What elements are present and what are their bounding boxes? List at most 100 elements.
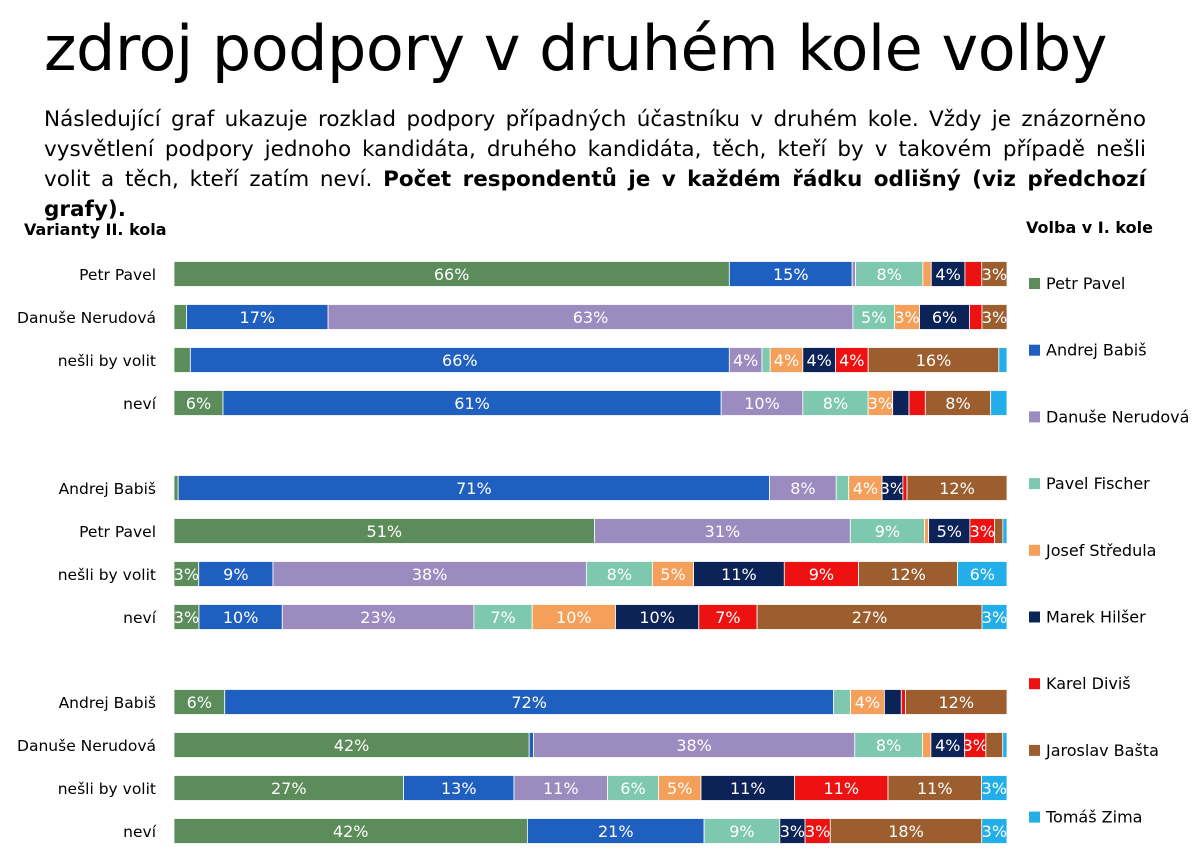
- bar-segment: [829, 818, 983, 844]
- bar-segment: [528, 732, 534, 758]
- row-label: Andrej Babiš: [59, 694, 156, 712]
- data-label: 12%: [890, 565, 926, 584]
- data-label: 15%: [773, 265, 809, 284]
- data-label: 3%: [970, 522, 995, 541]
- bar-segment: [998, 347, 1008, 373]
- bar-segment: [883, 689, 902, 715]
- data-label: 3%: [894, 308, 919, 327]
- row-label: nešli by volit: [58, 352, 156, 370]
- data-label: 3%: [982, 779, 1007, 798]
- data-label: 10%: [744, 394, 780, 413]
- data-label: 38%: [412, 565, 448, 584]
- bar-segment: [922, 261, 932, 287]
- bar-segment: [905, 689, 1008, 715]
- data-label: 12%: [939, 479, 975, 498]
- bar-segment: [327, 304, 854, 330]
- data-label: 11%: [823, 779, 859, 798]
- legend-label: Pavel Fischer: [1046, 474, 1150, 493]
- bar-segment: [922, 732, 932, 758]
- bar-segment: [964, 261, 983, 287]
- row-label: Petr Pavel: [79, 523, 156, 541]
- bar-segment: [957, 561, 1008, 587]
- bar-segment: [852, 304, 895, 330]
- data-label: 3%: [880, 479, 905, 498]
- bar-segment: [900, 689, 906, 715]
- data-label: 8%: [607, 565, 632, 584]
- bar-segment: [783, 561, 859, 587]
- subtitle-bold-text: Počet respondentů je v každém řádku odli…: [44, 167, 1146, 222]
- data-label: 5%: [660, 565, 685, 584]
- bar-segment: [833, 689, 851, 715]
- bar-segment: [930, 261, 966, 287]
- row-label: Danuše Nerudová: [17, 309, 156, 327]
- legend-label: Jaroslav Bašta: [1045, 741, 1159, 760]
- legend-swatch: [1029, 678, 1040, 690]
- row-label: Petr Pavel: [79, 266, 156, 284]
- bar-segment: [173, 261, 730, 287]
- data-label: 4%: [839, 351, 864, 370]
- bar-segment: [908, 390, 926, 416]
- row-label: nešli by volit: [58, 780, 156, 798]
- y-axis-title: Varianty II. kola: [24, 220, 167, 239]
- data-label: 11%: [917, 779, 953, 798]
- legend-swatch: [1029, 611, 1040, 623]
- bar-segment: [761, 347, 771, 373]
- bar-segment: [173, 475, 179, 501]
- bar-segment: [994, 518, 1004, 544]
- data-label: 5%: [861, 308, 886, 327]
- legend-swatch: [1029, 478, 1040, 490]
- data-label: 9%: [809, 565, 834, 584]
- data-label: 3%: [868, 394, 893, 413]
- bar-segment: [985, 732, 1004, 758]
- legend-swatch: [1029, 344, 1040, 356]
- data-label: 31%: [705, 522, 741, 541]
- bar-segment: [173, 304, 187, 330]
- bar-segment: [615, 604, 700, 630]
- data-label: 6%: [186, 394, 211, 413]
- legend-label: Karel Diviš: [1046, 674, 1131, 693]
- data-label: 9%: [223, 565, 248, 584]
- data-label: 63%: [573, 308, 609, 327]
- bar-segment: [728, 347, 763, 373]
- data-label: 13%: [441, 779, 477, 798]
- bar-segment: [902, 475, 908, 501]
- bar-segment: [854, 732, 923, 758]
- bar-segment: [173, 604, 200, 630]
- data-label: 38%: [676, 736, 712, 755]
- data-label: 4%: [935, 736, 960, 755]
- bar-segment: [779, 818, 806, 844]
- data-label: 27%: [852, 608, 888, 627]
- bar-segment: [513, 775, 608, 801]
- bar-segment: [969, 304, 983, 330]
- data-label: 27%: [271, 779, 307, 798]
- data-label: 3%: [805, 822, 830, 841]
- bar-segment: [594, 518, 851, 544]
- bar-segment: [969, 518, 996, 544]
- bar-segment: [835, 475, 850, 501]
- data-label: 8%: [945, 394, 970, 413]
- bar-segment: [981, 304, 1008, 330]
- bar-segment: [924, 390, 992, 416]
- data-label: 8%: [877, 265, 902, 284]
- bar-segment: [981, 818, 1008, 844]
- data-label: 12%: [938, 693, 974, 712]
- bar-segment: [272, 561, 587, 587]
- legend-title: Volba v I. kole: [1026, 218, 1153, 237]
- page-title: zdroj podpory v druhém kole volby: [44, 12, 1107, 85]
- data-label: 8%: [790, 479, 815, 498]
- data-label: 3%: [174, 608, 199, 627]
- bar-segment: [981, 261, 1008, 287]
- bar-segment: [173, 775, 404, 801]
- legend-label: Tomáš Zima: [1045, 808, 1142, 827]
- data-label: 4%: [806, 351, 831, 370]
- bar-segment: [756, 604, 983, 630]
- bar-segment: [698, 604, 758, 630]
- bar-segment: [894, 304, 920, 330]
- data-label: 42%: [334, 736, 370, 755]
- data-label: 23%: [360, 608, 396, 627]
- legend-label: Andrej Babiš: [1046, 341, 1147, 360]
- bar-segment: [281, 604, 475, 630]
- bar-segment: [189, 347, 730, 373]
- row-label: neví: [123, 823, 157, 841]
